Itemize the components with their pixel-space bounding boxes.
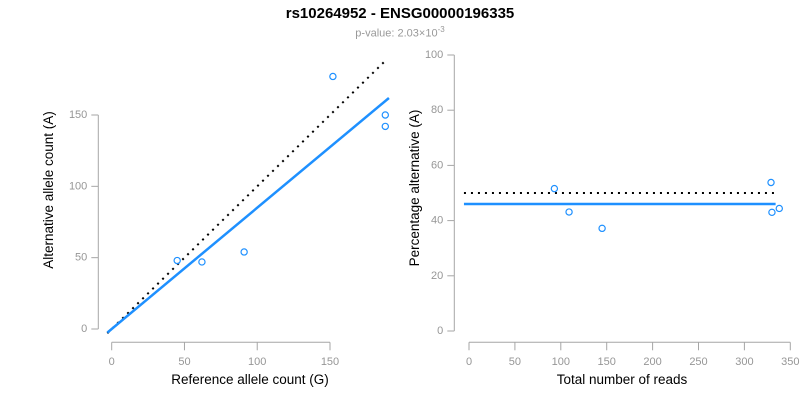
pvalue-text: p-value: 2.03×10 [355,27,438,40]
chart-title: rs10264952 - ENSG00000196335 [285,5,515,22]
x-tick-label: 150 [321,356,339,368]
x-tick-label: 150 [598,356,616,368]
data-point [550,184,559,193]
x-axis-title: Total number of reads [557,372,688,387]
y-tick-label: 100 [69,180,87,192]
identity-line [106,59,387,334]
data-point [767,178,775,187]
pvalue-exponent: -3 [437,25,445,34]
x-tick-label: 300 [735,356,753,368]
data-point [173,256,181,265]
y-tick-label: 100 [425,49,443,61]
data-point [598,224,606,233]
x-axis-title: Reference allele count (G) [171,372,329,387]
data-point [329,72,337,81]
x-tick-label: 50 [509,356,521,368]
data-point [381,122,389,131]
x-tick-label: 50 [178,356,190,368]
x-tick-label: 0 [466,356,472,368]
x-tick-label: 250 [689,356,707,368]
data-point [240,248,248,256]
y-tick-label: 80 [431,104,443,116]
y-tick-label: 20 [431,270,443,282]
data-point [565,208,573,216]
y-tick-label: 40 [431,215,443,227]
data-point [768,208,776,217]
y-tick-label: 150 [69,109,87,121]
pvalue-subtitle: p-value: 2.03×10-3 [0,25,800,40]
x-tick-label: 200 [643,356,661,368]
y-tick-label: 0 [437,325,443,337]
x-tick-label: 100 [552,356,570,368]
x-tick-label: 0 [109,356,115,368]
y-tick-label: 60 [431,159,443,171]
data-point [198,258,206,266]
fit-line [106,97,390,334]
data-point [775,204,783,213]
y-axis-title: Alternative allele count (A) [41,111,56,269]
y-axis-title: Percentage alternative (A) [407,110,422,267]
x-tick-label: 100 [248,356,266,368]
x-tick-label: 350 [781,356,799,368]
y-tick-label: 0 [81,323,87,335]
data-point [381,111,389,119]
y-tick-label: 50 [75,252,87,264]
